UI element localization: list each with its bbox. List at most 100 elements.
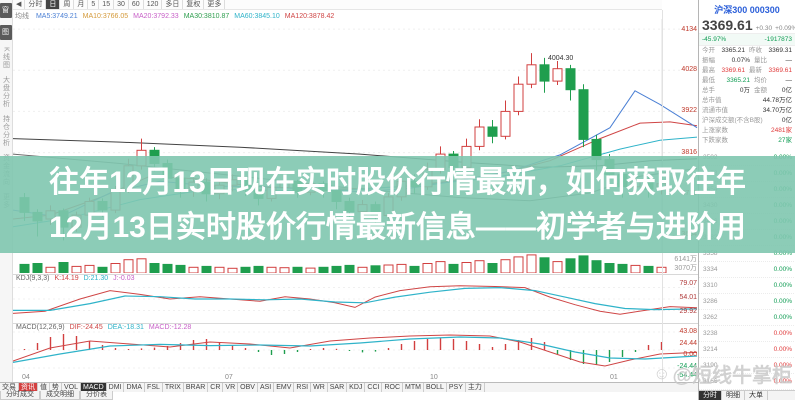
indicator-tab-bar: 交易 资讯值势 VOL MACD DMI DMA FSL TRIX BRAR CR VR OBV ASI… — [0, 382, 698, 392]
ma-value: MA60:3845.10 — [234, 13, 280, 20]
rail-item-2[interactable]: K线图 — [2, 47, 10, 69]
ladder-price: 3262 — [703, 314, 718, 321]
indicator-tab-主力[interactable]: 主力 — [466, 383, 485, 392]
price-change: +0.30 — [755, 25, 773, 32]
indicator-tab-SAR[interactable]: SAR — [328, 383, 348, 392]
quote-value: 3365.21 — [726, 77, 751, 84]
ladder-pct: 0.00% — [773, 330, 792, 337]
indicator-tab-值[interactable]: 值 — [38, 383, 50, 392]
indicator-tab-EMV[interactable]: EMV — [274, 383, 295, 392]
indicator-token: MACD:-12.28 — [148, 324, 192, 331]
quote-value: 0亿 — [781, 117, 792, 124]
indicator-tab-MACD[interactable]: MACD — [81, 383, 107, 392]
indicator-tab-DMI[interactable]: DMI — [107, 383, 125, 392]
indicator-tab-FSL[interactable]: FSL — [145, 383, 163, 392]
quote-label: 昨收 — [749, 47, 762, 54]
indicator-token: DIF:-24.45 — [69, 324, 103, 331]
indicator-token: D:21.30 — [83, 275, 109, 282]
ladder-price: 3238 — [703, 330, 718, 337]
quote-label: 最高 — [702, 67, 715, 74]
ladder-price: 3286 — [703, 298, 718, 305]
quote-row: 今开 3365.21 昨收 3369.31 — [699, 46, 795, 56]
period-tab-◀[interactable]: ◀ — [13, 0, 26, 9]
rail-item-3[interactable]: 大盘分析 — [2, 75, 10, 108]
ladder-pct: 0.00% — [773, 346, 792, 353]
axis-label: 29.92 — [679, 308, 697, 315]
quote-value: — — [785, 77, 793, 84]
indicator-tab-DMA[interactable]: DMA — [124, 383, 146, 392]
ladder-pct: 0.00% — [773, 266, 792, 273]
quote-label: 下跌家数 — [702, 137, 728, 144]
indicator-tab-KDJ[interactable]: KDJ — [347, 383, 366, 392]
indicator-tab-CCI[interactable]: CCI — [365, 383, 383, 392]
quote-label: 金额 — [754, 87, 767, 94]
indicator-tab-交易[interactable]: 交易 — [0, 383, 19, 392]
flow-right-value: -1917873 — [764, 36, 792, 43]
indicator-tab-势[interactable]: 势 — [50, 383, 62, 392]
kdj-indicator-chart[interactable] — [13, 276, 698, 322]
rail-item-4[interactable]: 持仓分析 — [2, 114, 10, 147]
quote-row: 沪深成交额(不含B股) 0亿 — [699, 116, 795, 126]
indicator-tab-BRAR[interactable]: BRAR — [184, 383, 209, 392]
indicator-tab-TRIX[interactable]: TRIX — [163, 383, 184, 392]
period-tab-30[interactable]: 30 — [114, 0, 129, 9]
ladder-pct: 0.00% — [773, 298, 792, 305]
watermark-text: @短线牛掌柜 — [672, 365, 792, 387]
period-tab-更多[interactable]: 更多 — [204, 0, 226, 9]
quote-value: 3369.61 — [721, 67, 746, 74]
macd-indicator-chart[interactable] — [13, 324, 698, 374]
ladder-price: 3190 — [703, 362, 718, 369]
indicator-tab-MTM[interactable]: MTM — [403, 383, 424, 392]
ladder-row: 3358 0.00% — [699, 246, 795, 262]
quote-label: 量比 — [754, 57, 767, 64]
period-tab-60[interactable]: 60 — [129, 0, 144, 9]
indicator-tab-VOL[interactable]: VOL — [62, 383, 82, 392]
ladder-pct: 0.00% — [773, 250, 792, 257]
quote-detail-rows: 今开 3365.21 昨收 3369.31 振幅 0.07% 量比 — 最高 3369.61 最新 3… — [699, 46, 795, 146]
period-tab-多日[interactable]: 多日 — [162, 0, 184, 9]
quote-value: 2481家 — [771, 127, 792, 134]
period-tab-15[interactable]: 15 — [99, 0, 115, 9]
indicator-tab-BOLL[interactable]: BOLL — [424, 383, 447, 392]
quote-value: 0万 — [739, 87, 750, 94]
period-tab-120[interactable]: 120 — [144, 0, 163, 9]
ladder-price: 3166 — [703, 378, 718, 385]
sidebar-tab-分时[interactable]: 分时 — [699, 391, 722, 400]
period-tab-5[interactable]: 5 — [88, 0, 100, 9]
detail-tab-成交明细[interactable]: 成交明细 — [40, 391, 80, 400]
ladder-price: 3334 — [703, 266, 718, 273]
period-toolbar: ◀ 分时日周月 5 15 30 60 120 多日 复权 更多 — [13, 0, 662, 10]
indicator-tab-OBV[interactable]: OBV — [238, 383, 258, 392]
ladder-row: 3190 0.00% — [699, 358, 795, 374]
quote-label: 上涨家数 — [702, 127, 728, 134]
indicator-tab-CR[interactable]: CR — [208, 383, 224, 392]
ladder-row: 3286 0.00% — [699, 294, 795, 310]
period-tab-复权[interactable]: 复权 — [183, 0, 205, 9]
ladder-price: 3310 — [703, 282, 718, 289]
indicator-token: J:-0.03 — [113, 275, 135, 282]
period-tab-日[interactable]: 日 — [46, 0, 61, 9]
indicator-tab-ROC[interactable]: ROC — [382, 383, 404, 392]
sidebar-tab-大单[interactable]: 大单 — [745, 391, 768, 400]
period-tab-月[interactable]: 月 — [74, 0, 89, 9]
axis-label: 0.00 — [683, 351, 697, 358]
axis-label: 54.01 — [679, 294, 697, 301]
sidebar-tab-明细[interactable]: 明细 — [722, 391, 745, 400]
indicator-tab-VR[interactable]: VR — [223, 383, 239, 392]
axis-label: 24.44 — [679, 340, 697, 347]
pane-divider — [13, 274, 698, 275]
quote-label: 今开 — [702, 47, 715, 54]
volume-chart[interactable] — [13, 253, 698, 273]
indicator-tab-RSI[interactable]: RSI — [294, 383, 312, 392]
detail-tab-分价表[interactable]: 分价表 — [80, 391, 113, 400]
period-tab-周[interactable]: 周 — [60, 0, 75, 9]
indicator-tab-WR[interactable]: WR — [311, 383, 328, 392]
detail-tab-分时成交[interactable]: 分时成交 — [0, 391, 40, 400]
rail-item-1[interactable]: 图 — [0, 25, 12, 40]
rail-item-0[interactable]: 窗 — [0, 3, 12, 18]
indicator-tab-PSY[interactable]: PSY — [447, 383, 466, 392]
period-tab-分时[interactable]: 分时 — [25, 0, 47, 9]
index-name-code[interactable]: 沪深300 000300 — [714, 5, 780, 15]
indicator-tab-ASI[interactable]: ASI — [258, 383, 275, 392]
indicator-tab-资讯[interactable]: 资讯 — [19, 383, 38, 392]
